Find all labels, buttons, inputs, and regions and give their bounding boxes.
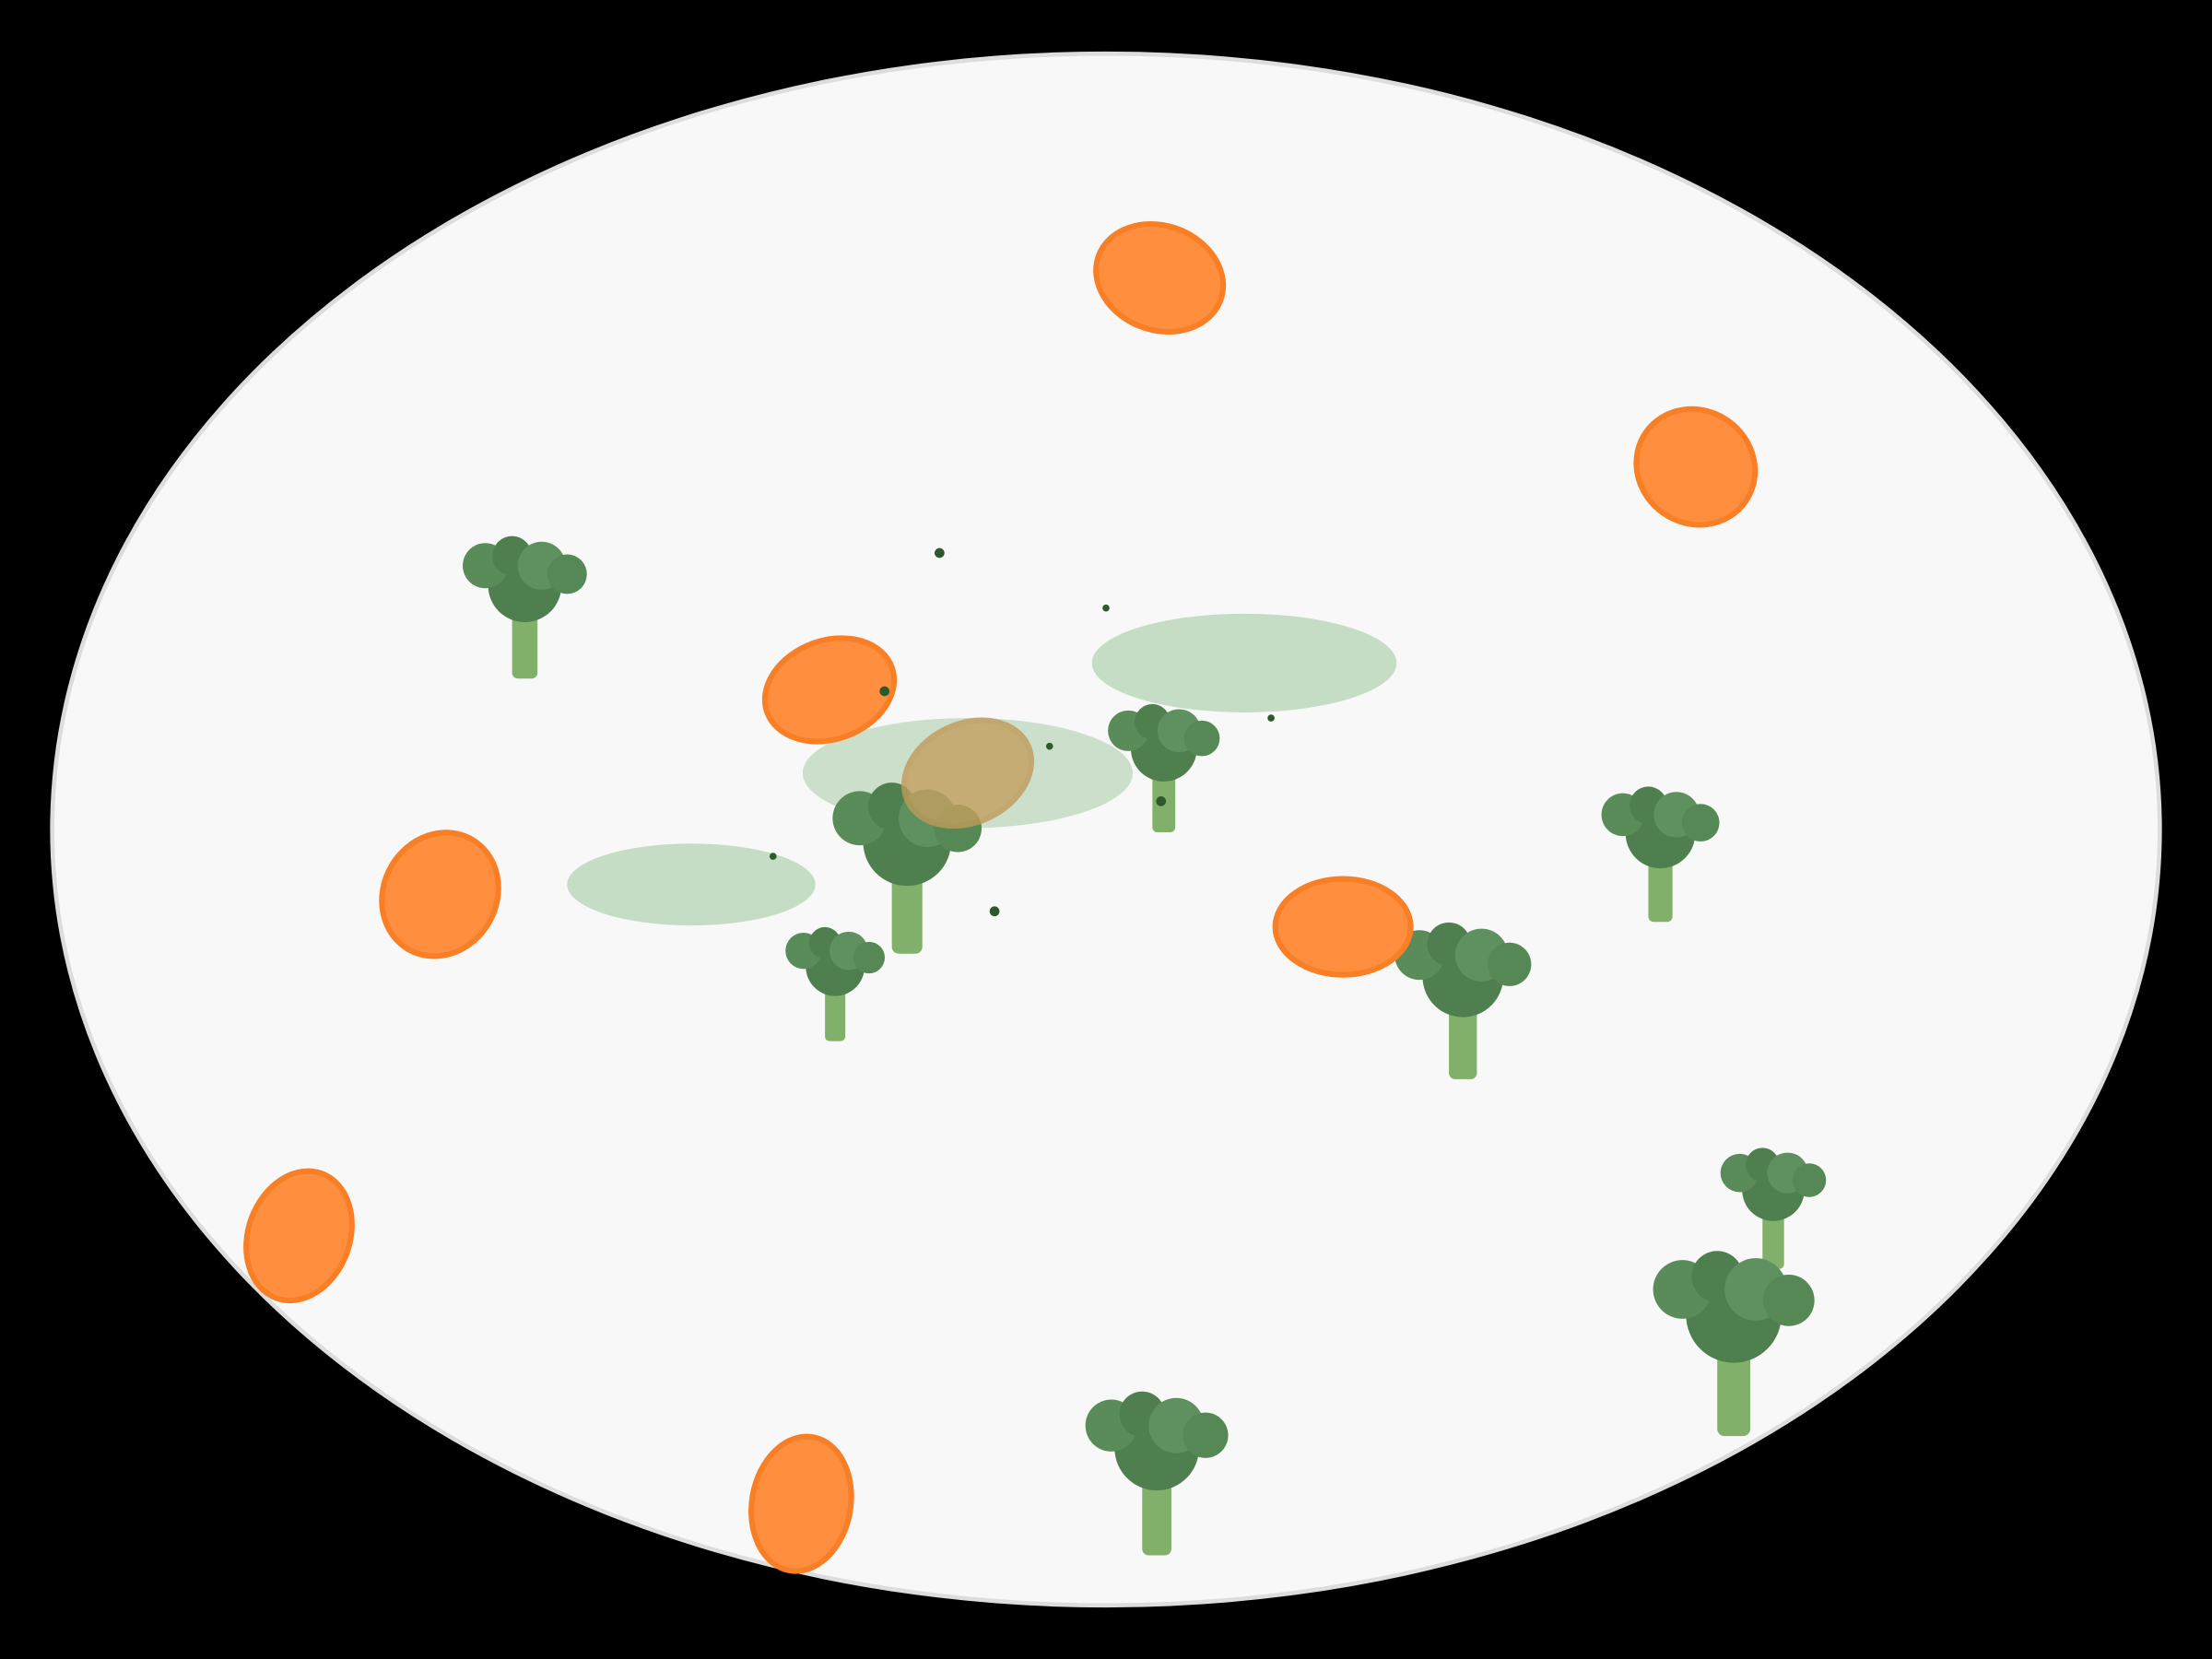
plate bbox=[50, 51, 2162, 1608]
crumbs bbox=[769, 547, 1275, 917]
carrots bbox=[243, 221, 1759, 1574]
